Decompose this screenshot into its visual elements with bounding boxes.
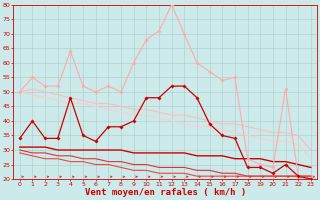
X-axis label: Vent moyen/en rafales ( km/h ): Vent moyen/en rafales ( km/h ): [85, 188, 246, 197]
